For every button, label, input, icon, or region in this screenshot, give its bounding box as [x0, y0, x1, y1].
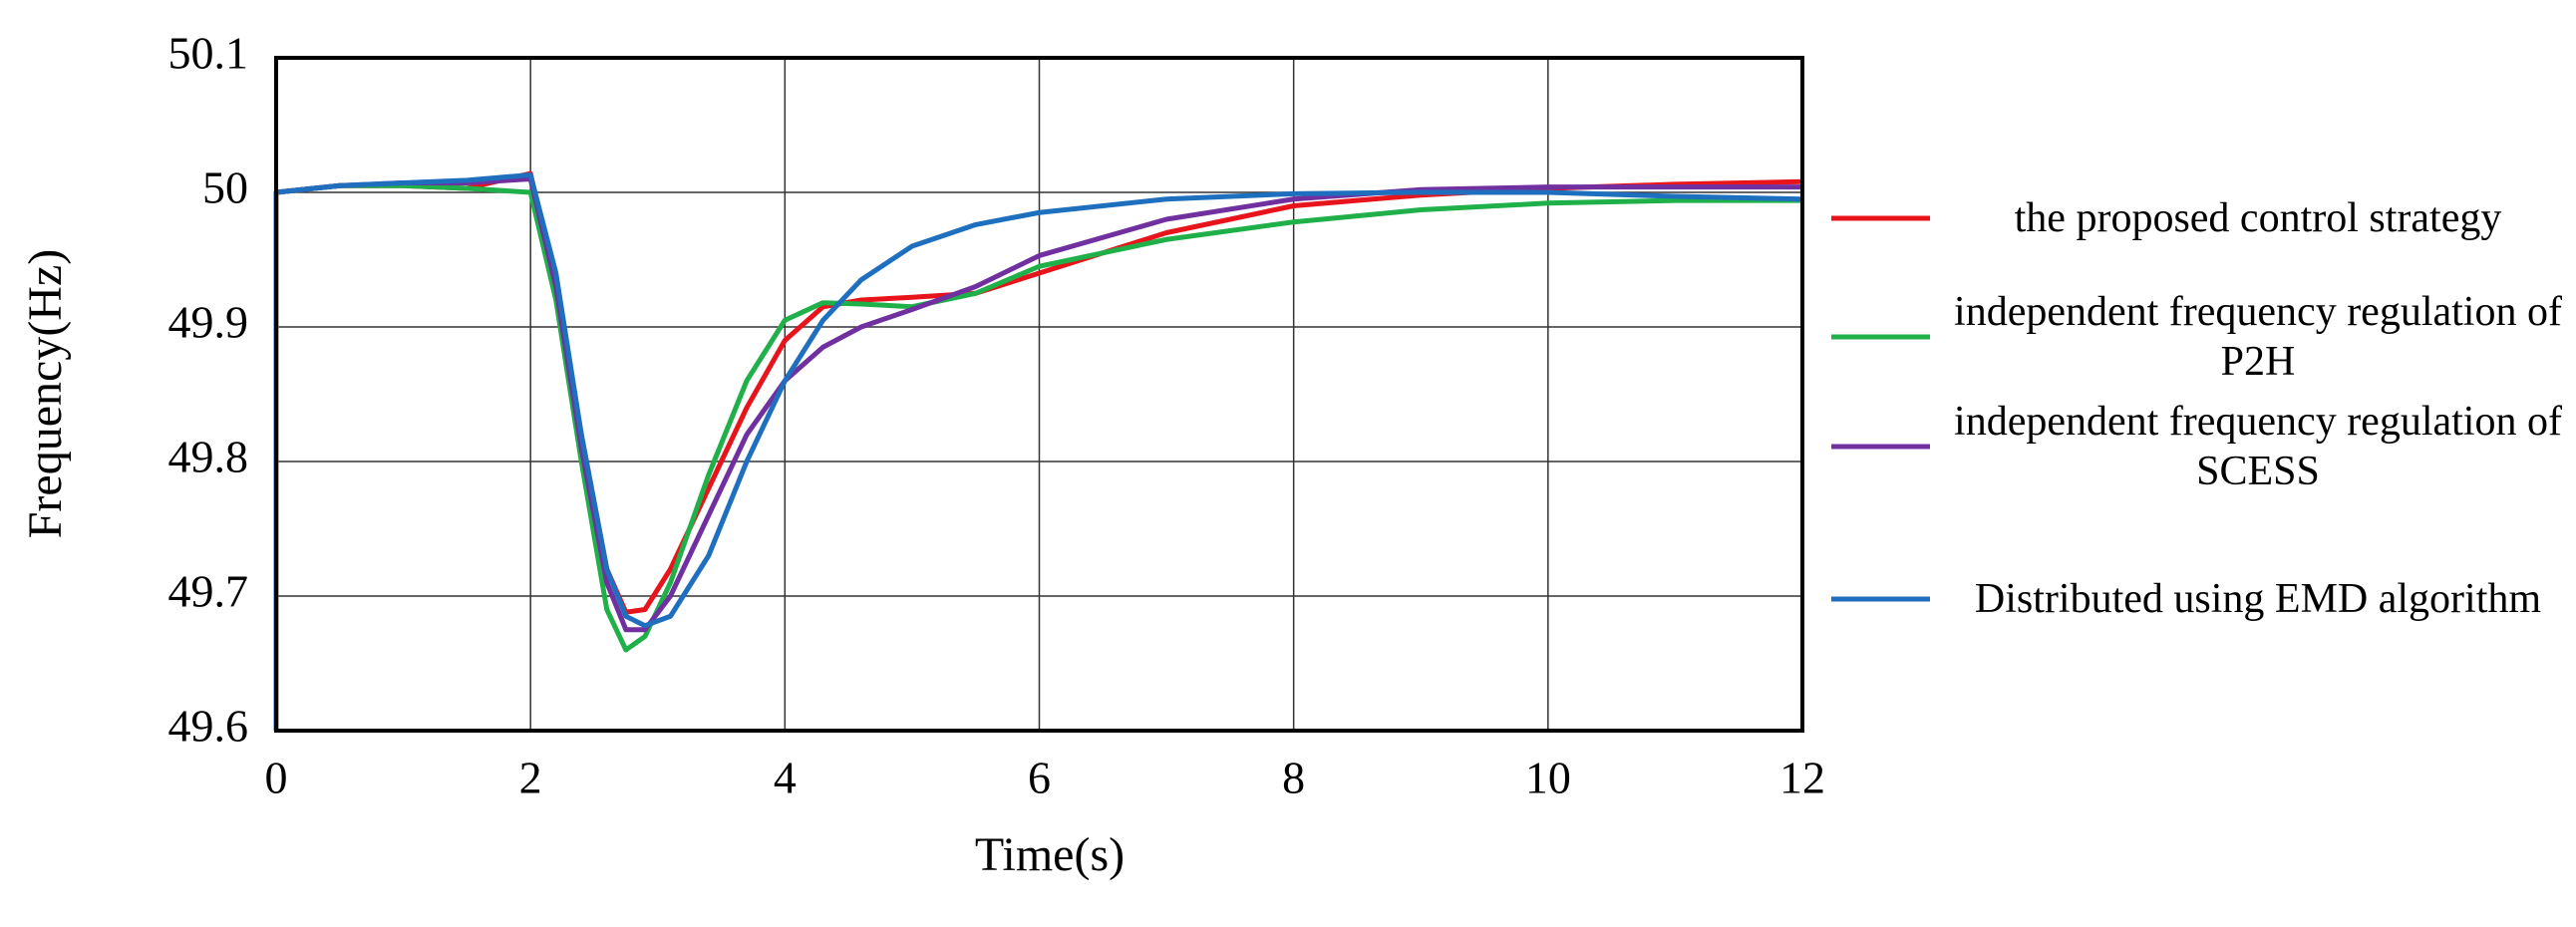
x-tick-label: 4	[774, 753, 797, 803]
y-axis-label: Frequency(Hz)	[19, 249, 72, 539]
legend-label: independent frequency regulation of P2H	[1954, 289, 2562, 385]
legend-label: independent frequency regulation of SCES…	[1954, 399, 2562, 494]
x-tick-label: 12	[1779, 753, 1825, 803]
legend-label: Distributed using EMD algorithm	[1974, 576, 2542, 622]
plot-frame	[274, 56, 1804, 733]
y-tick-label: 49.9	[168, 297, 249, 348]
x-tick-label: 10	[1525, 753, 1571, 803]
x-axis-label: Time(s)	[975, 828, 1125, 881]
x-tick-label: 2	[519, 753, 542, 803]
y-tick-label: 50.1	[168, 28, 249, 79]
data-line	[275, 182, 1802, 653]
y-tick-label: 49.8	[168, 432, 249, 482]
data-line	[273, 171, 1803, 731]
x-tick-label: 0	[265, 753, 288, 803]
x-tick-label: 8	[1282, 753, 1305, 803]
y-tick-label: 50	[202, 162, 248, 213]
x-tick-label: 6	[1028, 753, 1051, 803]
y-tick-label: 49.7	[168, 566, 249, 617]
y-tick-label: 49.6	[168, 701, 249, 752]
legend-label: the proposed control strategy	[2014, 195, 2502, 241]
